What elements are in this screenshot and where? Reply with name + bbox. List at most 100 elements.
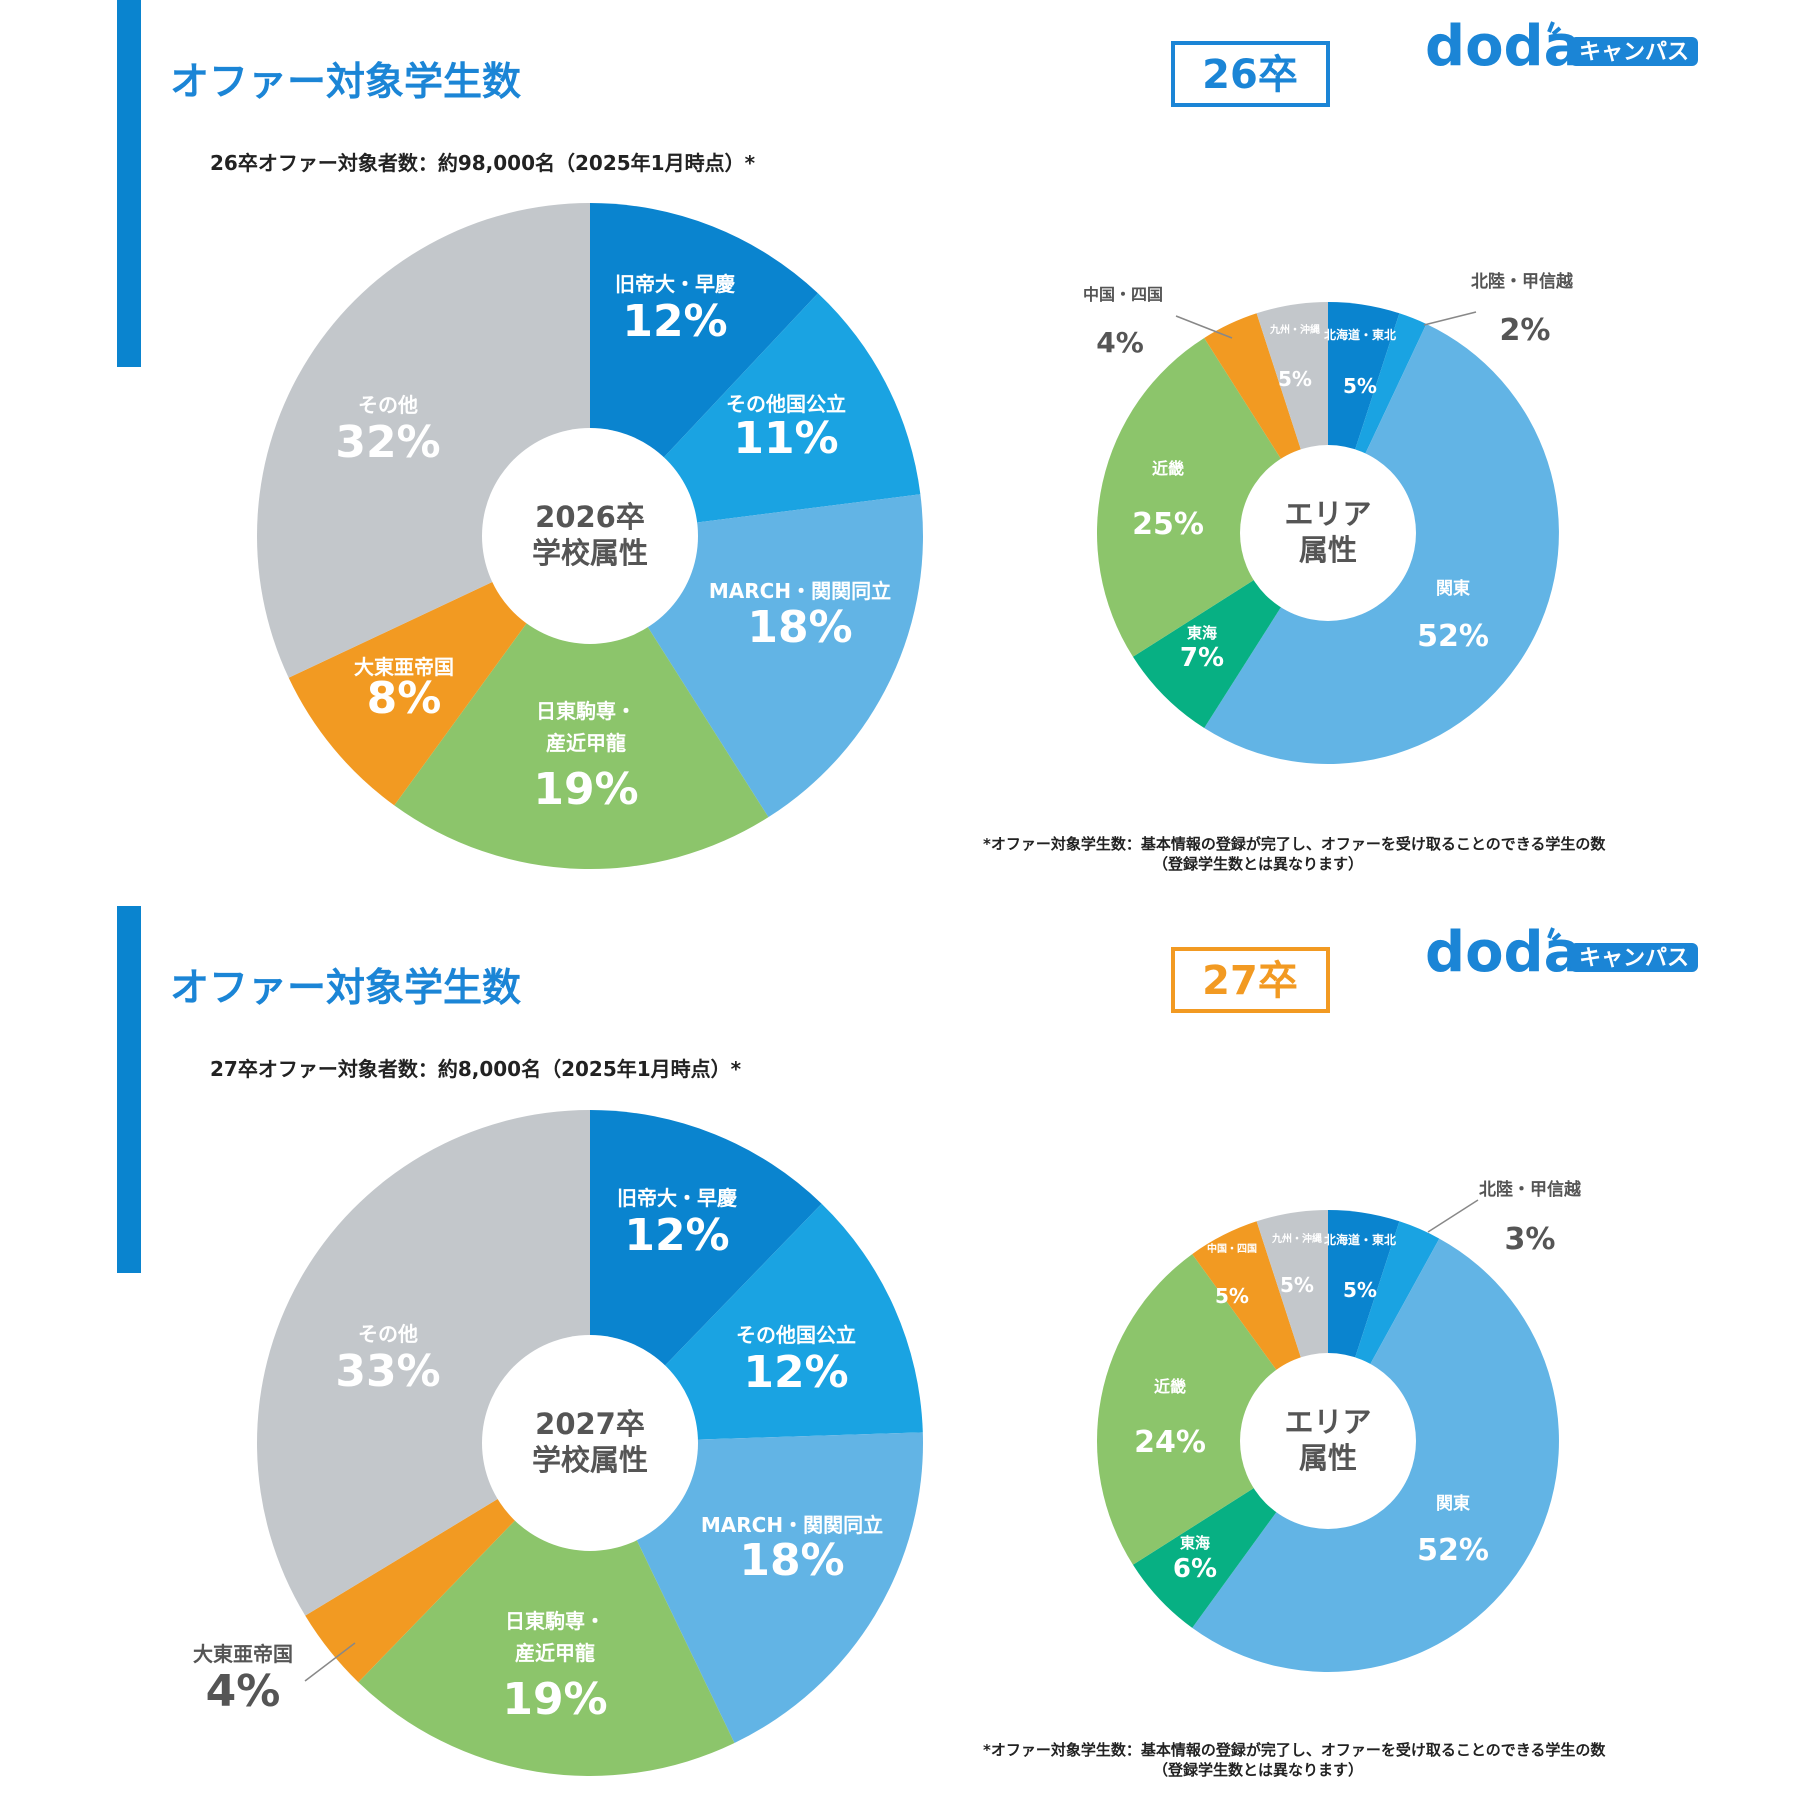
leader-line [304,1642,356,1682]
slice-label: 東海 [1180,1534,1210,1552]
slice-label: その他 [358,1322,418,1346]
slice-value: 5% [1278,367,1312,391]
slice-label: 北陸・甲信越 [1471,271,1574,292]
center-label-line1: エリア [1284,1405,1371,1439]
slice-label: その他国公立 [736,1323,856,1347]
panel-title: オファー対象学生数 [170,966,521,1011]
pie-slice-5 [1096,1254,1328,1565]
slice-label: 関東 [1436,578,1470,599]
slice-label: 近畿 [1154,1377,1186,1396]
accent-bar [117,906,141,1273]
slice-value: 19% [502,1674,607,1725]
logo-spark-icon [1547,927,1562,942]
center-label-line2: 学校属性 [532,536,648,570]
footnote-line1: *オファー対象学生数：基本情報の登録が完了し、オファーを受け取ることのできる学生… [983,1741,1606,1759]
panel-27: オファー対象学生数 27卒オファー対象者数：約8,000名（2025年1月時点）… [117,906,1698,1779]
panel-26: オファー対象学生数 26卒オファー対象者数：約98,000名（2025年1月時点… [117,0,1698,873]
slice-label: 日東駒専・ [505,1609,605,1633]
footnote-line1: *オファー対象学生数：基本情報の登録が完了し、オファーを受け取ることのできる学生… [983,835,1606,853]
slice-value: 2% [1500,313,1551,348]
slice-value: 32% [335,417,440,468]
slice-value: 5% [1215,1284,1249,1308]
logo-spark-icon [1547,21,1562,36]
slice-label: 大東亜帝国 [193,1642,293,1666]
slice-value: 12% [624,1210,729,1261]
doda-logo: doda キャンパス [1425,920,1698,985]
slice-value: 3% [1505,1222,1556,1257]
slice-value: 18% [739,1535,844,1586]
leader-line [1427,1199,1479,1233]
accent-bar [117,0,141,367]
logo-brand: doda [1425,920,1581,985]
slice-value: 11% [733,413,838,464]
slice-label: 東海 [1187,624,1217,642]
footnote-line2: （登録学生数とは異なります） [1153,855,1363,873]
slice-label: 旧帝大・早慶 [617,1186,737,1210]
year-badge-box [1171,947,1330,1013]
doda-logo: doda キャンパス [1425,14,1698,79]
center-label-line1: 2026卒 [535,500,645,534]
leader-line [1175,315,1233,339]
year-badge-box [1171,41,1330,107]
slice-value: 5% [1280,1273,1314,1297]
logo-tag: キャンパス [1579,40,1689,65]
slice-label: MARCH・関関同立 [709,579,891,603]
slice-value: 18% [747,602,852,653]
panel-subtitle: 27卒オファー対象者数：約8,000名（2025年1月時点）* [210,1057,742,1081]
donut-hole [482,1335,698,1551]
slice-label: 北海道・東北 [1324,327,1396,342]
logo-tag-box [1570,37,1698,66]
school-pie-2027: 2027卒学校属性旧帝大・早慶12%その他国公立12%MARCH・関関同立18%… [193,1110,924,1776]
slice-value: 24% [1134,1425,1206,1460]
logo-tag-box [1570,943,1698,972]
slice-label: 関東 [1436,1493,1470,1514]
slice-label: 近畿 [1152,459,1184,478]
slice-value: 7% [1180,643,1224,673]
slice-value: 5% [1343,374,1377,398]
footnote-line2: （登録学生数とは異なります） [1153,1761,1363,1779]
slice-value: 8% [367,673,442,724]
pie-slice-4 [358,1443,735,1776]
slice-label: 北海道・東北 [1324,1232,1396,1247]
slice-value: 5% [1343,1278,1377,1302]
slice-value: 4% [206,1666,281,1717]
panel-subtitle: 26卒オファー対象者数：約98,000名（2025年1月時点）* [210,151,756,175]
slice-value: 19% [533,764,638,815]
pie-slice-5 [1096,337,1328,657]
center-label-line2: 学校属性 [532,1443,648,1477]
slice-value: 4% [1096,326,1144,359]
donut-hole [1240,445,1416,621]
slice-label: 九州・沖縄 [1269,323,1320,336]
pie-slice-4 [394,536,769,869]
panel-title: オファー対象学生数 [170,60,521,105]
year-badge: 27卒 [1202,958,1298,1004]
slice-value: 52% [1417,1533,1489,1568]
slice-value: 25% [1132,507,1204,542]
donut-hole [1240,1353,1416,1529]
leader-line [1423,311,1477,326]
center-label-line2: 属性 [1299,1441,1357,1475]
slice-label: 中国・四国 [1083,285,1163,304]
slice-label: 産近甲龍 [515,1641,595,1665]
slice-label: 日東駒専・ [536,699,636,723]
slice-value: 33% [335,1346,440,1397]
logo-brand: doda [1425,14,1581,79]
year-badge: 26卒 [1202,52,1298,98]
slice-label: その他国公立 [726,392,846,416]
slice-label: 産近甲龍 [546,731,626,755]
slice-label: 大東亜帝国 [354,655,454,679]
slice-value: 6% [1173,1554,1217,1584]
center-label-line2: 属性 [1299,533,1357,567]
slice-label: 北陸・甲信越 [1479,1179,1582,1200]
slice-label: 旧帝大・早慶 [615,272,735,296]
slice-value: 12% [743,1347,848,1398]
logo-tag: キャンパス [1579,946,1689,971]
slice-label: MARCH・関関同立 [701,1513,883,1537]
center-label-line1: 2027卒 [535,1407,645,1441]
slice-value: 12% [622,296,727,347]
slice-label: 九州・沖縄 [1271,1232,1322,1245]
